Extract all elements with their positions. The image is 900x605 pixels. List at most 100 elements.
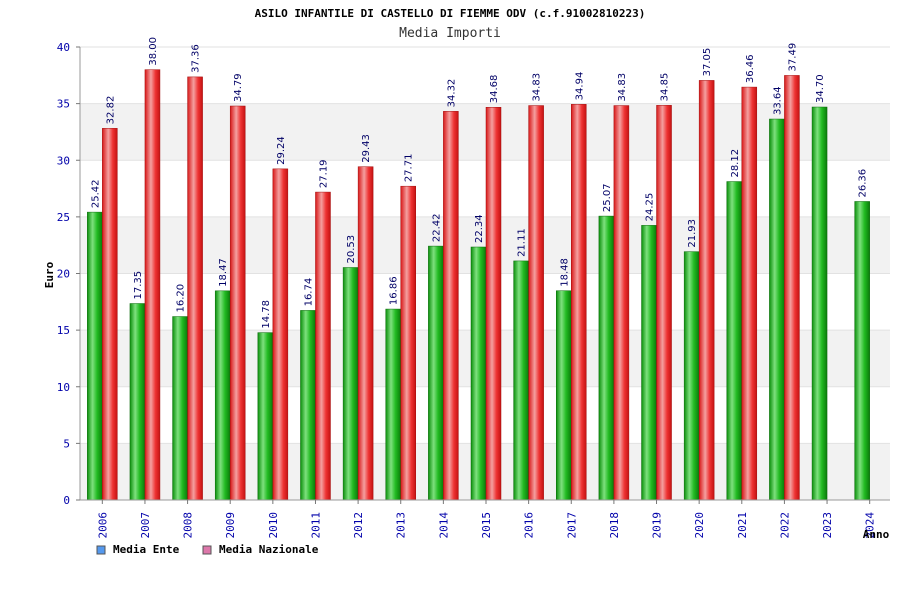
legend-swatch-media-ente bbox=[96, 545, 106, 555]
data-label: 16.20 bbox=[176, 284, 187, 313]
bar-media-nazionale-2010 bbox=[272, 168, 289, 501]
x-tick-label: 2019 bbox=[651, 512, 664, 539]
y-tick-label: 15 bbox=[57, 324, 70, 337]
data-label: 14.78 bbox=[261, 300, 272, 329]
data-label: 38.00 bbox=[148, 37, 159, 66]
data-label: 24.25 bbox=[645, 193, 656, 222]
data-label: 28.12 bbox=[730, 149, 741, 178]
bar-media-ente-2009 bbox=[214, 290, 231, 501]
x-tick-label: 2023 bbox=[821, 512, 834, 539]
bar-media-nazionale-2017 bbox=[571, 104, 587, 501]
bar-media-ente-2010 bbox=[257, 332, 274, 501]
legend-swatch-media-nazionale bbox=[202, 545, 212, 555]
x-axis-label: Anno bbox=[863, 528, 890, 541]
bar-media-nazionale-2009 bbox=[229, 105, 246, 501]
data-label: 20.53 bbox=[346, 235, 357, 264]
value-labels-layer: 25.42 32.82 17.35 38.00 16.20 37.36 18.47 34.79… bbox=[90, 37, 868, 329]
data-label: 34.70 bbox=[815, 74, 826, 103]
data-label: 33.64 bbox=[772, 86, 783, 115]
y-tick-label: 35 bbox=[57, 98, 70, 111]
data-label: 16.86 bbox=[389, 276, 400, 305]
data-label: 32.82 bbox=[105, 96, 116, 125]
bar-media-nazionale-2018 bbox=[613, 105, 630, 501]
bar-media-ente-2011 bbox=[300, 310, 316, 501]
data-label: 29.24 bbox=[276, 136, 287, 165]
data-label: 22.34 bbox=[474, 214, 485, 243]
bar-media-nazionale-2012 bbox=[357, 166, 374, 501]
x-tick-label: 2024 bbox=[864, 512, 877, 539]
x-tick-label: 2012 bbox=[352, 512, 365, 539]
bar-media-ente-2021 bbox=[726, 181, 743, 501]
bar-media-nazionale-2008 bbox=[187, 76, 203, 501]
data-label: 26.36 bbox=[858, 169, 869, 198]
y-tick-label: 5 bbox=[63, 437, 70, 450]
data-label: 34.79 bbox=[233, 73, 244, 102]
bar-media-ente-2007 bbox=[129, 303, 146, 501]
x-tick-label: 2022 bbox=[778, 512, 791, 539]
bar-media-nazionale-2015 bbox=[485, 106, 502, 501]
x-tick-label: 2009 bbox=[224, 512, 237, 539]
bar-media-nazionale-2021 bbox=[741, 86, 758, 501]
legend: Media Ente Media Nazionale bbox=[96, 543, 319, 556]
data-label: 25.07 bbox=[602, 183, 613, 212]
bar-media-ente-2024 bbox=[854, 201, 870, 501]
data-label: 25.42 bbox=[90, 179, 101, 208]
data-label: 27.71 bbox=[404, 154, 415, 183]
y-tick-label: 20 bbox=[57, 268, 70, 281]
x-tick-label: 2015 bbox=[480, 512, 493, 539]
bar-media-nazionale-2013 bbox=[400, 185, 416, 501]
bar-media-nazionale-2019 bbox=[656, 105, 672, 501]
bar-media-nazionale-2011 bbox=[315, 191, 331, 501]
bar-media-nazionale-2022 bbox=[784, 75, 800, 501]
bar-media-ente-2014 bbox=[428, 245, 444, 501]
data-label: 21.11 bbox=[517, 228, 528, 257]
chart-subtitle: Media Importi bbox=[399, 26, 501, 41]
data-label: 18.47 bbox=[218, 258, 229, 287]
bar-media-ente-2017 bbox=[556, 290, 572, 501]
bar-media-nazionale-2007 bbox=[144, 69, 161, 501]
bar-media-nazionale-2016 bbox=[528, 105, 544, 501]
legend-label-media-ente: Media Ente bbox=[113, 543, 180, 556]
x-tick-label: 2021 bbox=[736, 512, 749, 539]
y-axis-label: Euro bbox=[43, 261, 56, 288]
data-label: 34.83 bbox=[617, 73, 628, 102]
data-label: 16.74 bbox=[303, 278, 314, 307]
bar-media-ente-2020 bbox=[683, 251, 700, 501]
data-label: 36.46 bbox=[745, 54, 756, 83]
data-label: 37.05 bbox=[702, 48, 713, 77]
bar-media-ente-2015 bbox=[470, 246, 487, 501]
x-tick-label: 2006 bbox=[96, 512, 109, 539]
data-label: 34.85 bbox=[660, 73, 671, 102]
bar-media-ente-2019 bbox=[641, 225, 657, 501]
x-tick-label: 2018 bbox=[608, 512, 621, 539]
y-tick-label: 30 bbox=[57, 154, 70, 167]
x-tick-label: 2013 bbox=[395, 512, 408, 539]
data-label: 34.83 bbox=[532, 73, 543, 102]
data-label: 27.19 bbox=[318, 159, 329, 188]
bar-media-ente-2023 bbox=[811, 106, 828, 501]
y-tick-label: 10 bbox=[57, 381, 70, 394]
x-tick-label: 2016 bbox=[523, 512, 536, 539]
data-label: 29.43 bbox=[361, 134, 372, 163]
data-label: 18.48 bbox=[559, 258, 570, 287]
bar-media-ente-2008 bbox=[172, 316, 188, 501]
bar-media-ente-2012 bbox=[342, 267, 359, 501]
bar-media-nazionale-2006 bbox=[102, 128, 118, 501]
y-tick-label: 25 bbox=[57, 211, 70, 224]
data-label: 37.49 bbox=[787, 43, 798, 72]
data-label: 34.68 bbox=[489, 75, 500, 104]
x-tick-label: 2020 bbox=[693, 512, 706, 539]
chart-title: ASILO INFANTILE DI CASTELLO DI FIEMME OD… bbox=[255, 7, 646, 20]
bar-media-nazionale-2020 bbox=[698, 80, 715, 501]
y-tick-label: 0 bbox=[63, 494, 70, 507]
data-label: 21.93 bbox=[687, 219, 698, 248]
y-tick-label: 40 bbox=[57, 41, 70, 54]
x-tick-label: 2011 bbox=[309, 512, 322, 539]
data-label: 22.42 bbox=[431, 213, 442, 242]
x-tick-label: 2007 bbox=[139, 512, 152, 539]
x-tick-label: 2010 bbox=[267, 512, 280, 539]
data-label: 37.36 bbox=[191, 44, 202, 73]
legend-label-media-nazionale: Media Nazionale bbox=[219, 543, 319, 556]
